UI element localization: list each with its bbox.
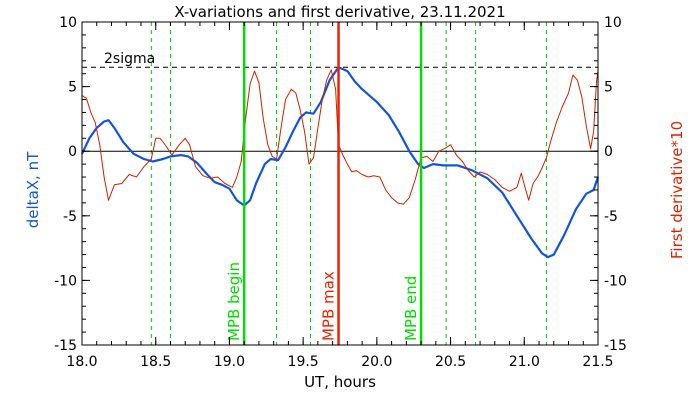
y-tick-label-right: 0: [604, 144, 613, 160]
series-layer: [81, 66, 600, 259]
x-tick-label: 20.5: [435, 354, 466, 370]
reference-lines: [82, 22, 598, 345]
y-axis-label-right: First derivative*10: [668, 121, 686, 259]
y-tick-label-left: -15: [54, 338, 77, 354]
y-tick-label-right: 5: [604, 80, 613, 96]
x-tick-label: 18.0: [66, 354, 97, 370]
y-tick-label-left: -5: [63, 209, 77, 225]
plot-frame: [81, 21, 599, 346]
y-tick-label-right: 10: [604, 15, 622, 31]
y-tick-label-left: 10: [59, 15, 77, 31]
derivative-series-line: [81, 69, 599, 205]
x-tick-label: 18.5: [140, 354, 171, 370]
marker-label-mpb-end: MPB end: [402, 276, 420, 341]
y-tick-label-right: -10: [604, 273, 627, 289]
deltax-series-line: [81, 66, 600, 259]
chart-title: X-variations and first derivative, 23.11…: [174, 3, 505, 21]
mpb-markers: MPB begin MPB max MPB end: [225, 22, 423, 345]
x-tick-label: 21.5: [582, 354, 613, 370]
twosigma-label: 2sigma: [104, 51, 155, 67]
marker-label-mpb-max: MPB max: [320, 271, 338, 341]
y-tick-label-right: -15: [604, 338, 627, 354]
x-tick-label: 19.0: [214, 354, 245, 370]
y-tick-label-left: 5: [68, 80, 77, 96]
y-axis-label-left: deltaX, nT: [24, 151, 42, 228]
axis-ticks: 18.0 18.5 19.0 19.5 20.0 20.5 21.0 21.5-15 -15-1…: [54, 15, 627, 370]
x-tick-label: 21.0: [509, 354, 540, 370]
x-tick-label: 20.0: [361, 354, 392, 370]
y-tick-label-left: -10: [54, 273, 77, 289]
y-tick-label-left: 0: [68, 144, 77, 160]
x-tick-label: 19.5: [288, 354, 319, 370]
x-axis-label: UT, hours: [304, 373, 376, 391]
y-tick-label-right: -5: [604, 209, 618, 225]
marker-label-mpb-begin: MPB begin: [225, 262, 243, 341]
